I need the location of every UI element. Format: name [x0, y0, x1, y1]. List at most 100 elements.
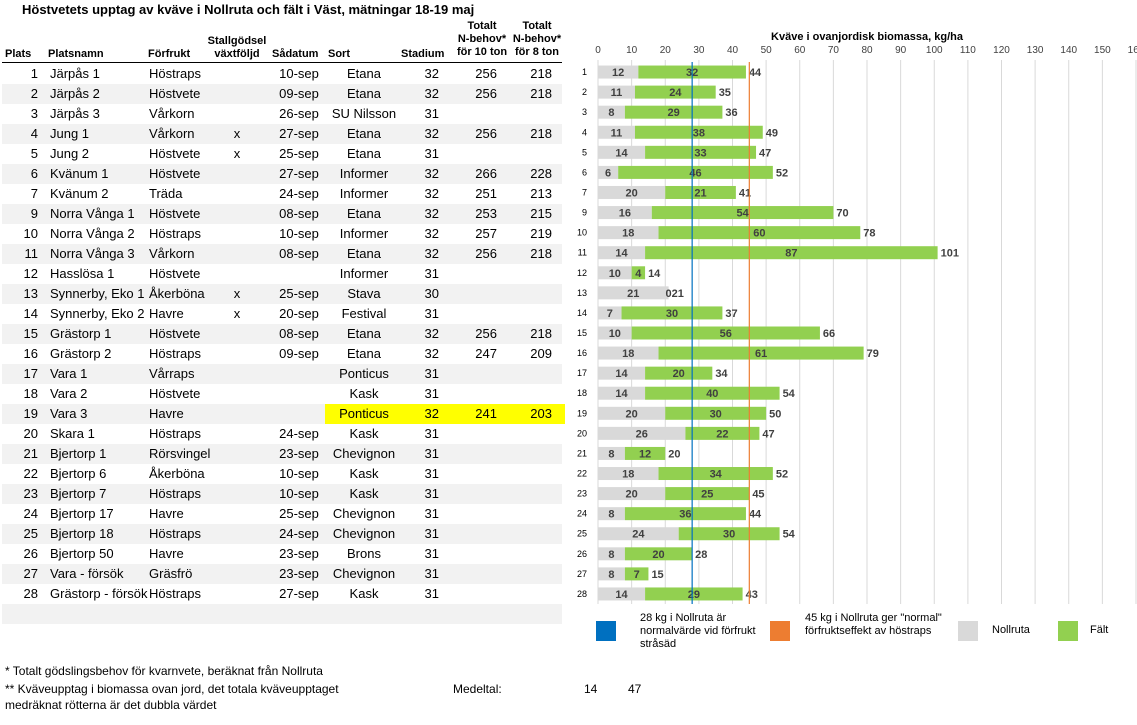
cell-sadatum: 09-sep [279, 346, 319, 361]
col-header-stallgodsel: Stallgödsel växtföljd [205, 35, 269, 61]
bar-nollruta [598, 326, 632, 340]
data-label-total: 15 [651, 569, 663, 581]
cell-stadium: 32 [424, 326, 439, 341]
x-tick-label: 30 [693, 45, 705, 56]
data-label-nollruta: 18 [622, 348, 634, 360]
data-label-falt: 46 [689, 167, 701, 179]
cell-platsnamn: Grästorp 1 [50, 326, 112, 341]
y-tick-label: 17 [577, 368, 587, 378]
cell-stadium: 32 [424, 66, 439, 81]
data-label-nollruta: 8 [608, 448, 614, 460]
cell-stadium: 32 [424, 86, 439, 101]
cell-platsnamn: Järpås 1 [50, 66, 100, 81]
y-tick-label: 21 [577, 448, 587, 458]
data-label-nollruta: 24 [632, 529, 645, 541]
bar-nollruta [598, 85, 635, 99]
cell-forfrukt: Höstraps [149, 346, 202, 361]
legend-label-45kg: 45 kg i Nollruta ger "normal" förfruktse… [805, 612, 942, 637]
x-tick-label: 110 [960, 45, 976, 56]
cell-platsnamn: Kvänum 1 [50, 166, 109, 181]
bar-falt [634, 85, 716, 99]
bar-nollruta [598, 125, 635, 139]
cell-sort: Etana [347, 126, 381, 141]
cell-forfrukt: Havre [149, 506, 184, 521]
col-header-n10-line3: för 10 ton [456, 46, 508, 58]
cell-platsnamn: Kvänum 2 [50, 186, 109, 201]
bar-falt [624, 105, 723, 119]
cell-sadatum: 25-sep [279, 286, 319, 301]
x-tick-label: 20 [660, 45, 672, 56]
cell-sort: Informer [339, 166, 389, 181]
cell-sort: Informer [339, 226, 389, 241]
y-tick-label: 11 [578, 248, 587, 258]
cell-sort: Kask [349, 486, 379, 501]
y-tick-label: 13 [577, 288, 587, 298]
cell-n-behov-8: 218 [530, 246, 552, 261]
cell-plats: 27 [23, 566, 38, 581]
y-tick-label: 27 [577, 569, 587, 579]
bar-falt [631, 266, 646, 280]
cell-n-behov-8: 218 [530, 86, 552, 101]
cell-stallgodsel: x [233, 126, 241, 141]
table-row: 14 Synnerby, Eko 2 Havre x 20-sep Festival 31 [2, 304, 562, 324]
data-label-falt: 0 [666, 288, 672, 300]
cell-sort: Etana [347, 66, 381, 81]
cell-sort: Informer [339, 186, 389, 201]
data-label-falt: 20 [652, 549, 664, 561]
data-label-nollruta: 14 [615, 248, 628, 260]
data-label-total: 101 [941, 248, 959, 260]
bar-nollruta [598, 165, 619, 179]
cell-forfrukt: Åkerböna [149, 286, 205, 301]
row-highlight [325, 404, 565, 424]
bar-falt [645, 587, 743, 601]
table-row: 6 Kvänum 1 Höstvete 27-sep Informer 32 266 228 [2, 164, 562, 184]
data-label-total: 20 [668, 448, 680, 460]
table-row: 15 Grästorp 1 Höstvete 08-sep Etana 32 256 218 [2, 324, 562, 344]
nitrogen-chart: Kväve i ovanjordisk biomassa, kg/ha0 10 20… [577, 31, 1137, 604]
y-tick-label: 10 [577, 228, 587, 238]
bar-falt [624, 567, 649, 581]
cell-platsnamn: Jung 2 [50, 146, 90, 161]
cell-stadium: 31 [424, 266, 439, 281]
col-header-forfrukt: Förfrukt [148, 48, 191, 60]
bar-nollruta [598, 246, 646, 260]
cell-sort: Chevignon [332, 526, 396, 541]
cell-plats: 10 [23, 226, 38, 241]
col-header-n8-line1: Totalt [522, 20, 552, 32]
cell-platsnamn: Grästorp - försök [50, 586, 148, 601]
data-label-falt: 33 [694, 147, 706, 159]
table-row: 4 Jung 1 Vårkorn x 27-sep Etana 32 256 218 [2, 124, 562, 144]
bar-nollruta [598, 567, 625, 581]
cell-stadium: 31 [424, 306, 439, 321]
cell-sadatum: 27-sep [279, 586, 319, 601]
cell-forfrukt: Vårraps [149, 366, 195, 381]
bar-falt [665, 185, 736, 199]
data-label-total: 79 [867, 348, 879, 360]
cell-sort: Ponticus [339, 406, 389, 421]
cell-plats: 11 [24, 246, 39, 261]
cell-sort: Etana [347, 326, 381, 341]
x-tick-label: 50 [761, 45, 773, 56]
data-label-total: 78 [863, 228, 875, 240]
data-label-nollruta: 12 [612, 67, 624, 79]
cell-sort: Etana [347, 206, 381, 221]
cell-stadium: 32 [424, 206, 439, 221]
data-label-falt: 34 [710, 469, 723, 481]
data-label-falt: 60 [753, 228, 765, 240]
table-row: 13 Synnerby, Eko 1 Åkerböna x 25-sep Stava 30 [2, 284, 562, 304]
cell-stadium: 31 [424, 106, 439, 121]
data-label-total: 41 [739, 187, 751, 199]
bar-falt [665, 406, 767, 420]
cell-plats: 4 [30, 126, 38, 141]
cell-forfrukt: Gräsfrö [149, 566, 193, 581]
data-label-total: 37 [725, 308, 737, 320]
cell-sort: Chevignon [332, 506, 396, 521]
cell-plats: 3 [30, 106, 38, 121]
data-label-total: 36 [725, 107, 737, 119]
data-label-total: 14 [648, 268, 661, 280]
cell-forfrukt: Vårkorn [149, 106, 195, 121]
x-tick-label: 140 [1060, 45, 1077, 56]
cell-sort: SU Nilsson [331, 106, 397, 121]
y-tick-label: 26 [577, 549, 587, 559]
footnote-1: * Totalt gödslingsbehov för kvarnvete, b… [5, 664, 323, 678]
